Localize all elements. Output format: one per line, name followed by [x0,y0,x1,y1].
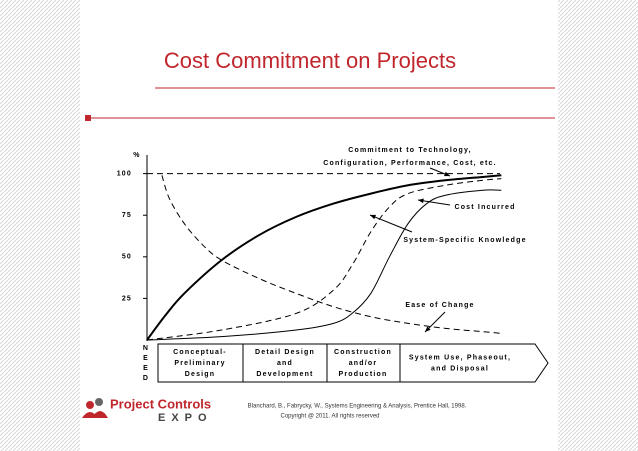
series-line [161,175,502,334]
phase-label: Production [339,371,388,378]
phase-label: Construction [334,349,392,356]
phase-arrow [157,343,549,383]
need-letter: E [143,365,149,372]
copyright: Copyright @ 2011. All rights reserved [280,414,379,420]
citation: Blanchard, B., Fabrycky, W., Systems Eng… [248,404,467,410]
y-tick-label: 50 [122,254,132,261]
annotation: Cost Incurred [454,204,515,211]
arrow-head [425,326,431,332]
phase-label: Preliminary [174,360,225,367]
annotation: Commitment to Technology, Configuration, … [323,147,497,167]
phase-label: and Disposal [431,365,489,372]
y-tick-label: 100 [117,170,132,177]
need-letter: D [143,375,149,382]
logo-icon [95,398,103,406]
series-line [146,189,502,341]
annotation: Ease of Change [405,302,474,309]
phase-label: System Use, Phaseout, [409,354,511,361]
logo-icon [86,401,94,409]
title: Cost Commitment on Projects [164,48,456,73]
phase-label: Detail Design [255,349,315,356]
phase-label: Conceptual- [173,349,227,356]
annotation: System-Specific Knowledge [403,237,526,244]
phase-label: Development [256,371,313,378]
series-line [146,178,502,341]
logo-icon [82,411,108,418]
need-letter: N [143,345,149,352]
phase-label: and/or [349,360,378,367]
arrow-head [370,214,376,220]
need-letter: E [143,355,149,362]
plot: 25 50 75 100 Commitment to Technology, Config… [117,147,526,341]
series-line [146,174,502,341]
annotation-arrow [369,214,413,233]
rule-marker [85,115,91,121]
phases: Conceptual- Preliminary Design Detail Desig… [143,345,511,382]
y-unit: % [133,152,140,159]
y-tick-label: 25 [122,295,132,302]
logo-sub: EXPO [158,412,213,424]
annotation-line: Configuration, Performance, Cost, etc. [323,160,497,167]
logo: Project Controls EXPO [82,396,213,424]
arrow-head [418,198,424,204]
phase-label: and [277,360,293,367]
logo-text: Project Controls [110,396,211,411]
phase-label: Design [185,371,216,378]
y-tick-label: 75 [122,212,132,219]
annotation-line: Commitment to Technology, [348,147,471,154]
arrow-head [444,171,450,177]
